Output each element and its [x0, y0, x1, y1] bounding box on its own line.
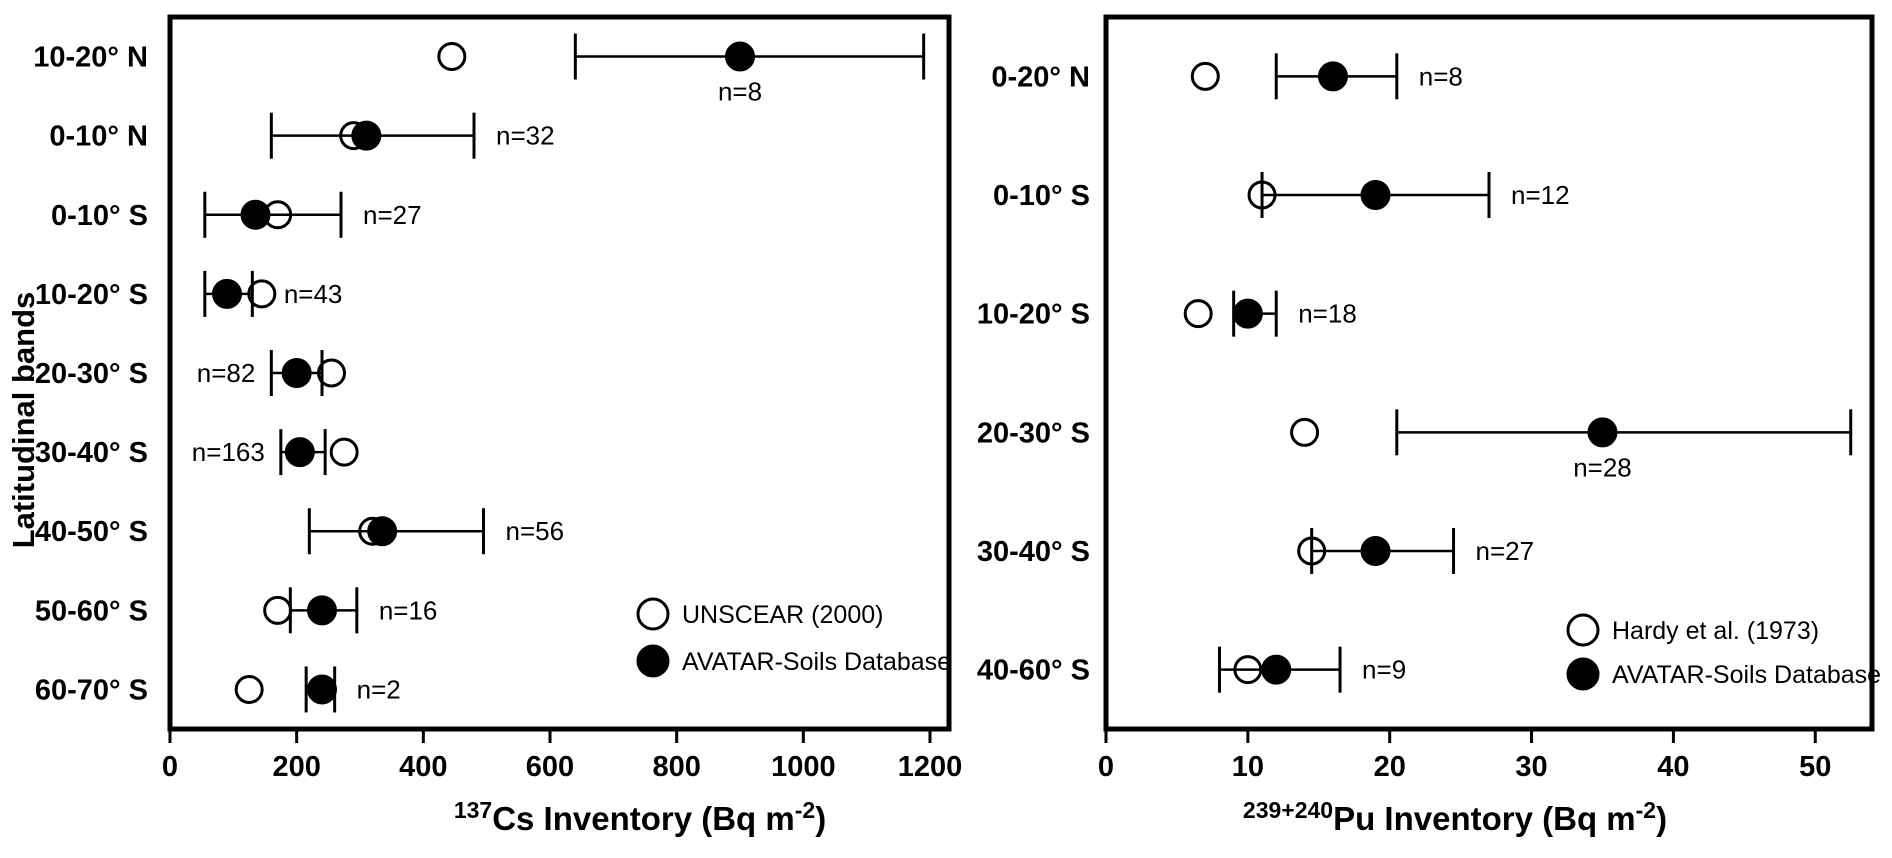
sample-count-label: n=43	[284, 279, 343, 309]
x-axis-title-pu: 239+240Pu Inventory (Bq m-2)	[1243, 797, 1667, 837]
category-label: 0-20° N	[991, 61, 1090, 93]
x-tick-label: 600	[526, 751, 574, 783]
sample-count-label: n=2	[357, 674, 401, 704]
x-tick-label: 40	[1657, 751, 1689, 783]
data-point-open	[1183, 299, 1213, 329]
x-tick-label: 0	[162, 751, 178, 783]
sample-count-label: n=28	[1573, 452, 1632, 482]
category-label: 10-20° S	[35, 279, 148, 311]
data-point-open	[329, 437, 359, 467]
legend-right: Hardy et al. (1973) AVATAR-Soils Databas…	[1566, 613, 1881, 691]
category-label: 20-30° S	[35, 358, 148, 390]
x-tick-label: 0	[1098, 751, 1114, 783]
category-label: 30-40° S	[35, 437, 148, 469]
sample-count-label: n=18	[1298, 299, 1357, 329]
sample-count-label: n=12	[1511, 180, 1570, 210]
x-tick-label: 1200	[898, 751, 963, 783]
sample-count-label: n=163	[192, 437, 265, 467]
y-axis-title: Latitudinal bands	[6, 292, 41, 549]
legend-filled-marker-icon	[636, 644, 670, 678]
plot-frame	[167, 14, 952, 732]
x-tick-label: 50	[1799, 751, 1831, 783]
data-point-filled	[281, 358, 312, 388]
plot-pu: 0 10 20 30 40 50 0-20° N n=8 0-10° S n=12 10-20° S…	[977, 14, 1875, 783]
sample-count-label: n=32	[496, 121, 555, 151]
category-label: 60-70° S	[35, 674, 148, 706]
legend-open-marker-icon	[1566, 613, 1600, 647]
data-point-open	[234, 674, 264, 704]
cs-title-main: Cs Inventory (Bq m	[492, 800, 795, 837]
category-label: 50-60° S	[35, 595, 148, 627]
category-label: 0-10° S	[51, 200, 148, 232]
data-point-filled	[1317, 61, 1348, 92]
data-point-filled	[1360, 180, 1391, 210]
sample-count-label: n=8	[1419, 61, 1463, 91]
legend-label: AVATAR-Soils Database	[1612, 661, 1881, 689]
x-tick-label: 10	[1232, 751, 1264, 783]
legend-label: Hardy et al. (1973)	[1612, 617, 1819, 645]
sample-count-label: n=27	[363, 200, 422, 230]
sample-count-label: n=82	[197, 358, 256, 388]
category-label: 10-20° S	[977, 299, 1090, 331]
data-point-open	[263, 595, 293, 625]
data-point-filled	[212, 278, 242, 309]
data-point-filled	[1232, 298, 1263, 329]
x-tick-label: 800	[652, 751, 700, 783]
x-tick-label: 20	[1374, 751, 1406, 783]
x-tick-label: 30	[1515, 751, 1547, 783]
category-label: 10-20° N	[33, 42, 148, 74]
legend-filled-marker-icon	[1566, 657, 1600, 691]
cs-exponent-superscript: -2	[795, 797, 815, 823]
category-label: 40-50° S	[35, 516, 148, 548]
data-point-filled	[351, 120, 382, 151]
data-point-filled	[725, 41, 755, 72]
pu-title-end: )	[1656, 800, 1667, 837]
sample-count-label: n=8	[718, 77, 762, 107]
pu-title-main: Pu Inventory (Bq m	[1333, 800, 1636, 837]
data-point-open	[1290, 417, 1320, 447]
pu-isotope-superscript: 239+240	[1243, 797, 1333, 823]
data-point-filled	[284, 437, 315, 468]
x-axis-title-cs: 137Cs Inventory (Bq m-2)	[454, 797, 826, 837]
sample-count-label: n=16	[379, 595, 438, 625]
cs-title-end: )	[815, 800, 826, 837]
x-tick-label: 200	[272, 751, 320, 783]
category-label: 30-40° S	[977, 536, 1090, 568]
plot-cs: 0 200 400 600 800 1000 1200 10-20° N n=8 0-10° N n…	[33, 14, 963, 783]
sample-count-label: n=27	[1476, 536, 1535, 566]
data-point-filled	[307, 674, 337, 705]
x-tick-label: 1000	[771, 751, 836, 783]
data-point-open	[1190, 61, 1220, 91]
legend-label: AVATAR-Soils Database	[682, 648, 951, 676]
legend-open-marker-icon	[636, 597, 670, 631]
sample-count-label: n=9	[1362, 655, 1406, 685]
data-point-filled	[1360, 536, 1391, 566]
data-point-filled	[367, 516, 398, 547]
category-label: 40-60° S	[977, 655, 1090, 687]
category-label: 20-30° S	[977, 417, 1090, 449]
x-tick-label: 400	[399, 751, 447, 783]
sample-count-label: n=56	[506, 516, 565, 546]
cs-isotope-superscript: 137	[454, 797, 492, 823]
category-label: 0-10° N	[49, 121, 148, 153]
data-point-filled	[307, 595, 337, 626]
category-label: 0-10° S	[993, 180, 1090, 212]
plot-frame	[1103, 14, 1875, 732]
pu-exponent-superscript: -2	[1636, 797, 1656, 823]
data-point-filled	[1261, 654, 1292, 685]
legend-left: UNSCEAR (2000) AVATAR-Soils Database	[636, 597, 951, 678]
data-point-open	[437, 42, 467, 72]
data-point-filled	[1587, 417, 1618, 448]
legend-label: UNSCEAR (2000)	[682, 601, 883, 629]
data-point-filled	[240, 199, 271, 230]
